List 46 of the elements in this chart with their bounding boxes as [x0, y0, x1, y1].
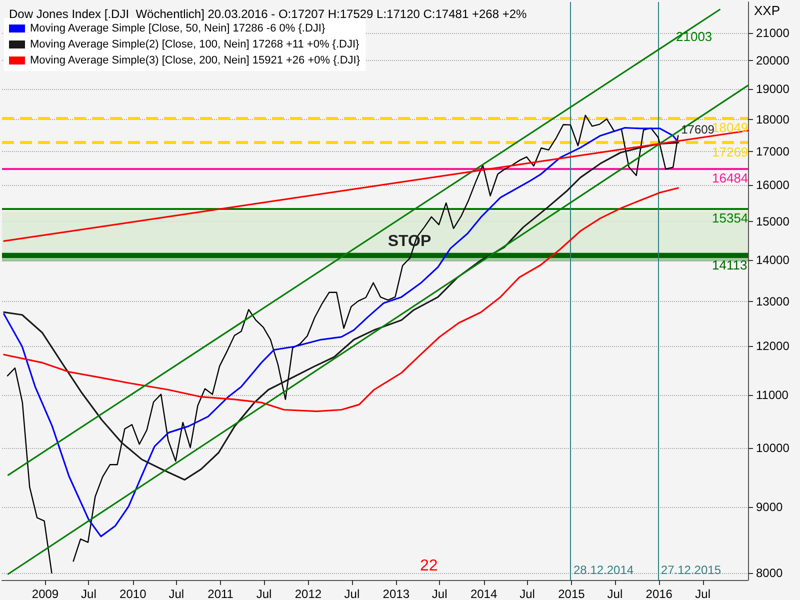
line-series [3, 187, 679, 412]
y-tick-label: 10000 [756, 441, 790, 456]
y-tick-label: 12000 [756, 339, 790, 354]
annotation: 22 [420, 558, 438, 574]
y-tick-label: 17000 [756, 144, 790, 158]
ref-line-label: 16484 [712, 170, 748, 186]
legend-label: Moving Average Simple [Close, 50, Nein] 17286 -6 0% {.DJI} [30, 22, 326, 34]
x-tick-label: Jul [695, 587, 711, 600]
chart-title: Dow Jones Index [.DJI Wöchentlich] 20.03.2016 - O:17207 H:17529 L:17120 C:17481 +268 +2% [9, 7, 528, 21]
x-tick-label: Jul [81, 587, 96, 600]
x-tick-label: Jul [344, 587, 360, 600]
legend-label: Moving Average Simple(3) [Close, 200, Nein] 15921 +26 +0% {.DJI} [30, 54, 360, 66]
y-tick-label: 14000 [756, 252, 790, 267]
ref-line-label: 15354 [712, 210, 748, 226]
y-axis-title: XXP [754, 3, 780, 18]
ref-line-label: 27.12.2015 [660, 563, 722, 577]
y-tick-label: 21000 [756, 26, 790, 40]
y-tick-label: 18000 [756, 112, 790, 126]
x-tick-label: 2015 [558, 587, 586, 600]
ref-line-label: 28.12.2014 [574, 563, 634, 577]
x-tick-label: 2014 [470, 587, 498, 600]
line-series [3, 142, 679, 481]
ref-line-label: 17269 [712, 144, 748, 160]
x-tick-label: Jul [520, 587, 535, 600]
x-tick-label: Jul [607, 587, 623, 600]
y-tick-label: 20000 [756, 53, 790, 68]
y-tick-label: 11000 [756, 388, 789, 402]
x-tick-label: 2011 [208, 587, 234, 600]
ref-line-label: 14113 [712, 257, 748, 272]
x-tick-label: 2010 [120, 587, 147, 600]
y-tick-label: 15000 [756, 214, 790, 228]
ref-line-label: 18049 [712, 120, 748, 135]
y-tick-label: 9000 [756, 500, 784, 514]
x-tick-label: 2013 [382, 587, 410, 600]
y-tick-label: 16000 [756, 178, 790, 192]
y-tick-label: 8000 [756, 566, 784, 580]
x-tick-label: Jul [168, 587, 184, 600]
x-tick-label: 2009 [32, 587, 59, 600]
y-tick-label: 19000 [756, 82, 790, 96]
y-tick-label: 13000 [756, 294, 790, 308]
x-tick-label: 2016 [646, 587, 673, 600]
annotation: 21003 [676, 29, 712, 44]
x-tick-label: 2012 [294, 587, 322, 600]
x-tick-label: Jul [432, 587, 448, 600]
legend-label: Moving Average Simple(2) [Close, 100, Nein] 17268 +11 +0% {.DJI} [30, 38, 360, 50]
x-tick-label: Jul [256, 587, 272, 600]
